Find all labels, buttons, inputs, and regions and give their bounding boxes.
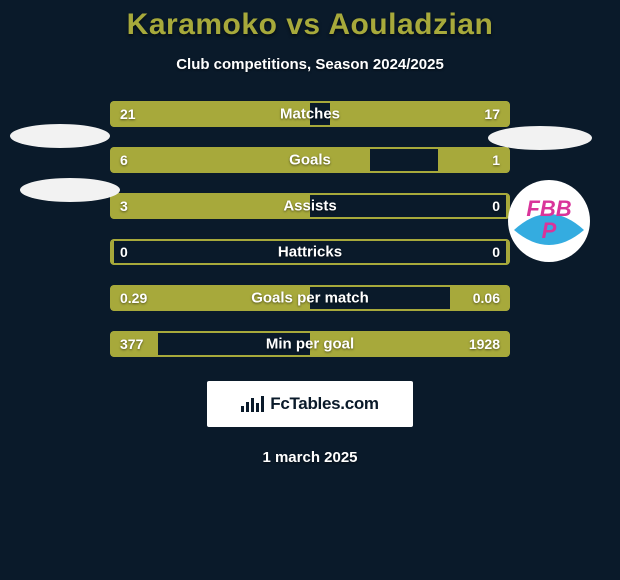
subtitle: Club competitions, Season 2024/2025 bbox=[0, 56, 620, 73]
team-badge-left-2 bbox=[20, 178, 120, 202]
stats-rows: Matches2117 Goals61 Assists30 Hattricks00 Go… bbox=[110, 101, 510, 357]
stat-row: Hattricks00 bbox=[110, 239, 510, 265]
stat-row: Assists30 bbox=[110, 193, 510, 219]
stat-left-fill bbox=[110, 193, 310, 219]
page-title: Karamoko vs Aouladzian bbox=[0, 8, 620, 42]
stat-left-fill bbox=[110, 239, 114, 265]
stat-right-fill bbox=[330, 101, 510, 127]
date-text: 1 march 2025 bbox=[0, 449, 620, 466]
stat-left-fill bbox=[110, 101, 310, 127]
team-badge-right-blank bbox=[488, 126, 592, 150]
stat-row: Goals per match0.290.06 bbox=[110, 285, 510, 311]
fbbp-logo-icon: FBB P bbox=[508, 180, 590, 262]
stat-row: Min per goal3771928 bbox=[110, 331, 510, 357]
brand-card: FcTables.com bbox=[207, 381, 413, 427]
stat-right-fill bbox=[310, 331, 510, 357]
stat-left-fill bbox=[110, 285, 310, 311]
stat-track bbox=[110, 239, 510, 265]
stat-right-fill bbox=[450, 285, 510, 311]
bars-icon bbox=[241, 396, 264, 412]
infographic: Karamoko vs Aouladzian Club competitions… bbox=[0, 0, 620, 580]
brand-text: FcTables.com bbox=[270, 394, 379, 414]
stat-right-fill bbox=[438, 147, 510, 173]
stat-left-fill bbox=[110, 147, 370, 173]
team-badge-left-1 bbox=[10, 124, 110, 148]
stat-row: Goals61 bbox=[110, 147, 510, 173]
stat-row: Matches2117 bbox=[110, 101, 510, 127]
stat-left-fill bbox=[110, 331, 158, 357]
team-logo-right: FBB P bbox=[508, 180, 590, 262]
svg-text:P: P bbox=[542, 218, 557, 243]
